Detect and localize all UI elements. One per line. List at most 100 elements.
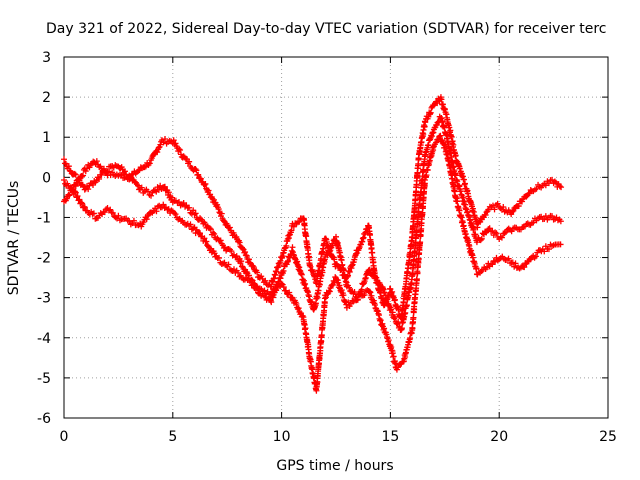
data-point [245,256,252,263]
data-point [195,171,202,178]
data-point [500,204,507,211]
x-tick-label: 0 [60,429,69,445]
data-point [206,225,213,232]
y-tick-label: -5 [37,371,51,387]
data-point [135,167,142,174]
data-point [450,141,457,148]
data-point [251,280,258,287]
data-point [192,166,199,173]
data-point [201,235,208,242]
data-point [71,188,78,195]
y-tick-label: 1 [42,130,51,146]
data-point [482,212,489,219]
y-tick-label: -4 [37,331,51,347]
data-point [243,252,250,259]
data-point [211,230,218,237]
x-tick-label: 10 [273,429,291,445]
data-point [498,234,505,241]
data-point [218,210,225,217]
x-tick-label: 20 [490,429,508,445]
data-point [79,200,86,207]
data-point [81,204,88,211]
data-point [533,185,540,192]
data-point [435,136,442,143]
data-point [176,146,183,153]
data-point [273,287,280,294]
data-point [205,187,212,194]
y-axis-label: SDTVAR / TECUs [6,181,22,296]
data-point [329,242,336,249]
data-point [160,201,167,208]
data-point [410,314,417,321]
data-point [411,306,418,313]
data-point [511,263,518,270]
data-point [423,172,430,179]
data-point [282,287,289,294]
data-point [367,289,374,296]
data-point [172,211,179,218]
data-point [235,269,242,276]
data-point [541,248,548,255]
data-point [148,192,155,199]
data-point [322,294,329,301]
data-point [414,269,421,276]
data-point [172,140,179,147]
data-point [505,255,512,262]
data-point [217,237,224,244]
data-point [462,180,469,187]
data-point [65,163,72,170]
data-point [249,262,256,269]
tick-labels: 0 5 10 15 20 25 -6 -5 -4 -3 -2 -1 0 1 2 3 [37,50,617,445]
data-point [473,265,480,272]
data-point [493,230,500,237]
data-point [366,266,373,273]
data-point [144,188,151,195]
data-point [557,218,564,225]
data-point [193,167,200,174]
data-point [187,221,194,228]
data-point [186,204,193,211]
data-point [262,277,269,284]
data-point [290,223,297,230]
y-tick-label: -1 [37,210,51,226]
data-point [427,109,434,116]
data-point [192,210,199,217]
data-point [191,211,198,218]
data-point [134,182,141,189]
data-point [361,292,368,299]
data-point [82,168,89,175]
data-point [79,173,86,180]
data-point [351,289,358,296]
data-point [346,284,353,291]
data-point [491,206,498,213]
data-point [93,158,100,165]
data-point [72,183,79,190]
data-point [398,325,405,332]
data-point [250,263,257,270]
data-point [176,199,183,206]
data-point [138,184,145,191]
data-point [324,252,331,259]
chart-title: Day 321 of 2022, Sidereal Day-to-day VTE… [46,21,606,37]
data-point [72,189,79,196]
axes [63,56,609,419]
plot-frame [63,56,609,419]
data-point [358,286,365,293]
data-point [556,183,563,190]
data-point [215,206,222,213]
data-point [519,198,526,205]
data-point [458,214,465,221]
data-point [417,239,424,246]
data-point [326,248,333,255]
data-point [318,332,325,339]
data-point [492,258,499,265]
data-point [509,259,516,266]
data-point [61,156,67,163]
data-point [157,141,164,148]
y-tick-label: 0 [42,170,51,186]
data-point [228,248,235,255]
data-point [162,136,169,143]
data-point [369,269,376,276]
data-point [483,264,490,271]
